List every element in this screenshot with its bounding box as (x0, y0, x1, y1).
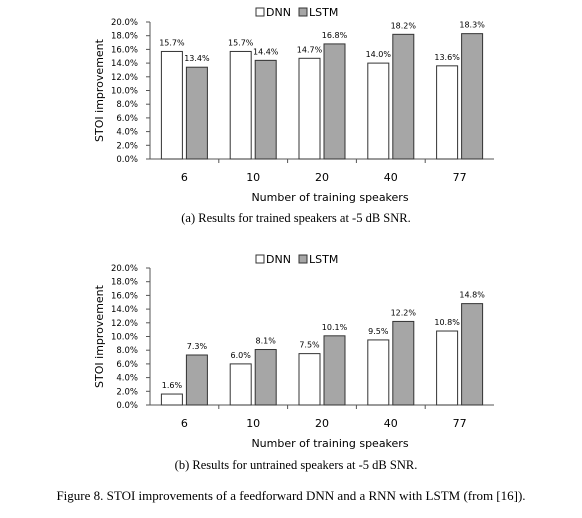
bar-lstm-20 (323, 43, 346, 160)
y-tick-label: 18.0% (111, 278, 138, 288)
bar-lstm-20 (323, 335, 346, 406)
data-label-lstm-6: 13.4% (184, 54, 210, 63)
chart-caption-b: (b) Results for untrained speakers at -5… (175, 458, 418, 472)
y-tick-label: 20.0% (111, 18, 138, 28)
x-axis-title: Number of training speakers (251, 437, 408, 450)
x-tick-label-40: 40 (384, 171, 398, 184)
data-label-dnn-20: 7.5% (299, 341, 320, 350)
y-tick-label: 2.0% (116, 387, 138, 397)
data-label-lstm-20: 16.8% (322, 31, 348, 40)
x-tick-label-40: 40 (384, 417, 398, 430)
y-tick-label: 16.0% (111, 291, 138, 301)
bar-lstm-10 (254, 349, 277, 406)
bar-dnn-10 (229, 363, 252, 406)
chart-caption-a: (a) Results for trained speakers at -5 d… (181, 211, 410, 225)
bar-lstm-10 (254, 59, 277, 160)
x-tick-label-10: 10 (246, 171, 260, 184)
x-tick-label-6: 6 (181, 171, 188, 184)
y-tick-label: 12.0% (111, 319, 138, 329)
y-tick-label: 8.0% (116, 100, 138, 110)
legend-label-dnn: DNN (266, 6, 291, 19)
data-label-lstm-77: 18.3% (459, 21, 485, 30)
data-label-dnn-40: 14.0% (366, 50, 392, 59)
y-tick-label: 6.0% (116, 360, 138, 370)
data-label-dnn-77: 10.8% (434, 318, 460, 327)
bar-dnn-20 (298, 57, 321, 160)
y-tick-label: 18.0% (111, 32, 138, 42)
y-axis-title: STOI improvement (93, 38, 106, 142)
y-tick-label: 10.0% (111, 87, 138, 97)
data-label-dnn-6: 1.6% (162, 381, 183, 390)
y-tick-label: 4.0% (116, 374, 138, 384)
bar-dnn-40 (367, 62, 390, 160)
bar-dnn-77 (436, 330, 459, 406)
bar-lstm-6 (185, 354, 208, 406)
y-axis-title: STOI improvement (93, 284, 106, 388)
bar-lstm-40 (392, 33, 415, 160)
y-tick-label: 6.0% (116, 114, 138, 124)
y-tick-label: 0.0% (116, 155, 138, 165)
bar-dnn-77 (436, 65, 459, 160)
data-label-dnn-40: 9.5% (368, 327, 389, 336)
data-label-lstm-10: 14.4% (253, 47, 279, 56)
bar-lstm-77 (461, 33, 484, 160)
y-tick-label: 10.0% (111, 333, 138, 343)
figure-caption: Figure 8. STOI improvements of a feedfor… (56, 488, 525, 503)
y-tick-label: 0.0% (116, 401, 138, 411)
legend-label-lstm: LSTM (309, 253, 338, 266)
data-label-lstm-6: 7.3% (187, 342, 208, 351)
data-label-dnn-10: 6.0% (231, 351, 252, 360)
x-tick-label-10: 10 (246, 417, 260, 430)
data-label-dnn-20: 14.7% (297, 45, 323, 54)
data-label-dnn-10: 15.7% (228, 38, 254, 47)
x-tick-label-77: 77 (453, 171, 467, 184)
x-tick-label-6: 6 (181, 417, 188, 430)
bar-dnn-40 (367, 339, 390, 406)
x-tick-label-20: 20 (315, 171, 329, 184)
legend-swatch-lstm (298, 254, 308, 264)
y-tick-label: 20.0% (111, 264, 138, 274)
legend-swatch-dnn (255, 7, 265, 17)
y-tick-label: 14.0% (111, 59, 138, 69)
bar-dnn-6 (160, 393, 183, 406)
y-tick-label: 4.0% (116, 128, 138, 138)
data-label-lstm-77: 14.8% (459, 291, 485, 300)
y-tick-label: 8.0% (116, 346, 138, 356)
data-label-lstm-40: 18.2% (391, 21, 417, 30)
data-label-dnn-6: 15.7% (159, 38, 185, 47)
data-label-lstm-10: 8.1% (256, 337, 277, 346)
bar-dnn-20 (298, 353, 321, 406)
bar-dnn-10 (229, 50, 252, 160)
data-label-lstm-20: 10.1% (322, 323, 348, 332)
y-tick-label: 2.0% (116, 141, 138, 151)
y-tick-label: 12.0% (111, 73, 138, 83)
legend-label-lstm: LSTM (309, 6, 338, 19)
bar-lstm-77 (461, 303, 484, 406)
legend-swatch-lstm (298, 7, 308, 17)
data-label-lstm-40: 12.2% (391, 308, 417, 317)
x-tick-label-20: 20 (315, 417, 329, 430)
y-tick-label: 14.0% (111, 305, 138, 315)
bar-lstm-6 (185, 66, 208, 160)
legend-swatch-dnn (255, 254, 265, 264)
data-label-dnn-77: 13.6% (434, 53, 460, 62)
chart-b: 0.0% 2.0% 4.0% 6.0% 8.0% 10.0% 12.0% 14.0% 16.0%… (93, 253, 494, 472)
bar-lstm-40 (392, 320, 415, 406)
legend-label-dnn: DNN (266, 253, 291, 266)
x-tick-label-77: 77 (453, 417, 467, 430)
x-axis-title: Number of training speakers (251, 191, 408, 204)
y-tick-label: 16.0% (111, 45, 138, 55)
bar-dnn-6 (160, 50, 183, 160)
chart-a: 0.0% 2.0% 4.0% 6.0% 8.0% 10.0% 12.0% 14.0% 16.0%… (93, 6, 494, 225)
